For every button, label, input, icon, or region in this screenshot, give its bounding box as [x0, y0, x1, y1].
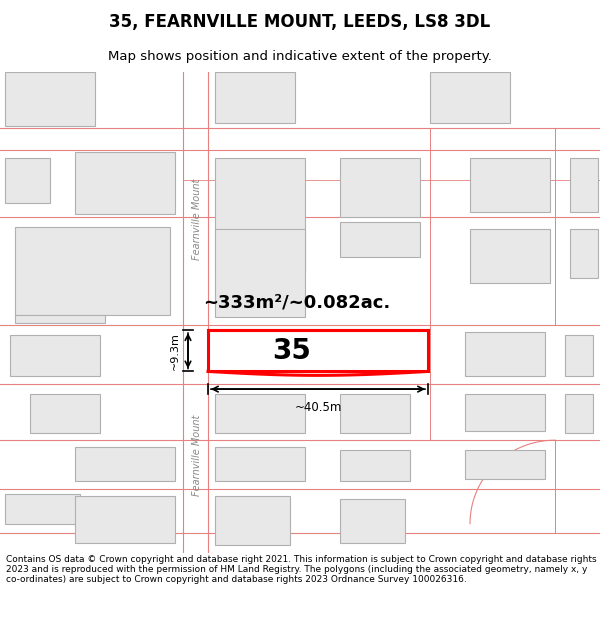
Bar	[340, 499, 405, 543]
Bar	[465, 332, 545, 376]
Bar	[5, 494, 80, 524]
Text: Map shows position and indicative extent of the property.: Map shows position and indicative extent…	[108, 49, 492, 62]
Bar	[215, 496, 290, 545]
Text: Contains OS data © Crown copyright and database right 2021. This information is : Contains OS data © Crown copyright and d…	[6, 554, 596, 584]
Bar	[565, 394, 593, 433]
Bar	[75, 447, 175, 481]
Bar	[215, 229, 305, 318]
Bar	[75, 496, 175, 543]
Bar	[470, 158, 550, 212]
Bar	[340, 450, 410, 481]
Text: ~9.3m: ~9.3m	[170, 332, 180, 370]
Text: Fearnville Mount: Fearnville Mount	[191, 179, 202, 260]
Text: ~333m²/~0.082ac.: ~333m²/~0.082ac.	[203, 294, 390, 312]
Bar	[30, 394, 100, 433]
Bar	[465, 394, 545, 431]
Bar	[15, 227, 170, 316]
Bar	[340, 394, 410, 433]
Bar	[565, 335, 593, 376]
Bar	[5, 158, 50, 202]
Bar	[470, 229, 550, 283]
Bar	[208, 330, 428, 371]
Bar	[340, 222, 420, 256]
Bar	[340, 158, 420, 218]
Bar	[215, 158, 305, 271]
Bar	[465, 450, 545, 479]
Bar	[215, 72, 295, 123]
Bar	[570, 158, 598, 212]
Text: 35, FEARNVILLE MOUNT, LEEDS, LS8 3DL: 35, FEARNVILLE MOUNT, LEEDS, LS8 3DL	[109, 12, 491, 31]
Text: 35: 35	[272, 337, 311, 365]
Bar	[75, 152, 175, 214]
Bar	[215, 447, 305, 481]
Bar	[570, 229, 598, 278]
Text: Fearnville Mount: Fearnville Mount	[191, 414, 202, 496]
Bar	[215, 394, 305, 433]
Bar	[430, 72, 510, 123]
Text: ~40.5m: ~40.5m	[295, 401, 341, 414]
Bar	[10, 335, 100, 376]
Bar	[15, 316, 105, 323]
Bar	[5, 72, 95, 126]
